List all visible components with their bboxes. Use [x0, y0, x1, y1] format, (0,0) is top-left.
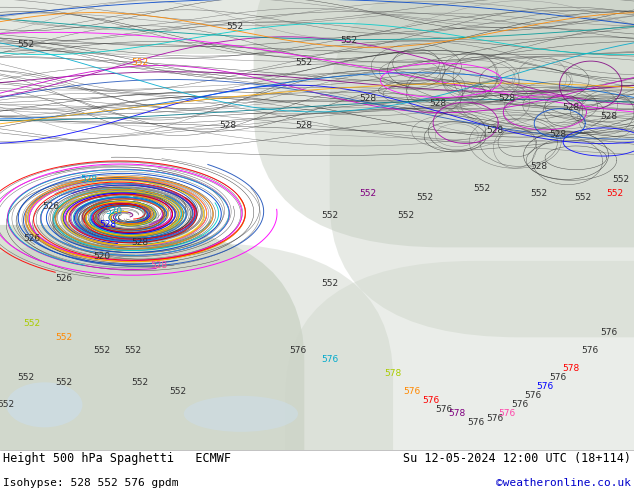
Text: 552: 552	[321, 279, 339, 288]
Text: 528: 528	[131, 239, 148, 247]
Text: 526: 526	[42, 202, 60, 211]
Text: 552: 552	[574, 194, 592, 202]
Text: 576: 576	[321, 355, 339, 365]
Text: 552: 552	[530, 189, 548, 198]
Text: 552: 552	[295, 58, 313, 68]
Text: 528: 528	[219, 122, 237, 130]
Text: 520: 520	[105, 207, 123, 216]
Text: 576: 576	[536, 382, 554, 392]
Text: 528: 528	[562, 103, 579, 113]
Text: 576: 576	[422, 396, 440, 405]
FancyBboxPatch shape	[0, 243, 393, 490]
Text: 552: 552	[131, 58, 148, 68]
Text: 528: 528	[530, 162, 548, 171]
Text: 576: 576	[403, 387, 421, 396]
Text: 528: 528	[486, 126, 503, 135]
Text: 576: 576	[435, 405, 453, 414]
Text: 528: 528	[600, 112, 618, 122]
Text: Height 500 hPa Spaghetti   ECMWF: Height 500 hPa Spaghetti ECMWF	[3, 452, 231, 465]
Text: 526: 526	[23, 234, 41, 243]
FancyBboxPatch shape	[0, 0, 634, 54]
Text: 576: 576	[511, 400, 529, 409]
Text: 552: 552	[359, 189, 377, 198]
Text: 528: 528	[429, 99, 446, 108]
FancyBboxPatch shape	[330, 0, 634, 337]
Text: 578: 578	[384, 369, 402, 378]
Text: 578: 578	[562, 365, 579, 373]
Text: 552: 552	[397, 211, 415, 220]
Text: 552: 552	[55, 378, 72, 387]
Text: 528: 528	[498, 95, 516, 103]
Text: 552: 552	[124, 346, 142, 355]
Text: 576: 576	[486, 414, 503, 423]
Text: 528: 528	[295, 122, 313, 130]
Text: 528: 528	[80, 175, 98, 184]
Text: 576: 576	[289, 346, 307, 355]
FancyBboxPatch shape	[254, 0, 634, 247]
Text: 552: 552	[23, 319, 41, 328]
Text: 526: 526	[55, 274, 72, 283]
Text: 552: 552	[55, 333, 72, 342]
Ellipse shape	[184, 396, 298, 432]
Text: 552: 552	[416, 194, 434, 202]
Text: 576: 576	[549, 373, 567, 382]
Text: 528: 528	[549, 130, 567, 140]
Text: 552: 552	[93, 346, 110, 355]
Text: 552: 552	[340, 36, 358, 45]
Text: 576: 576	[467, 418, 484, 427]
Ellipse shape	[6, 382, 82, 427]
Text: 552: 552	[473, 184, 491, 194]
Text: 528: 528	[359, 95, 377, 103]
Text: 552: 552	[16, 41, 34, 49]
Text: 552: 552	[612, 175, 630, 184]
Text: 576: 576	[600, 328, 618, 338]
Text: ©weatheronline.co.uk: ©weatheronline.co.uk	[496, 478, 631, 488]
Text: 528: 528	[150, 261, 167, 270]
Text: Isohypse: 528 552 576 gpdm: Isohypse: 528 552 576 gpdm	[3, 478, 179, 488]
Text: 552: 552	[131, 378, 148, 387]
Text: 578: 578	[448, 409, 465, 418]
Text: 576: 576	[581, 346, 598, 355]
FancyBboxPatch shape	[285, 261, 634, 490]
Text: 552: 552	[169, 387, 186, 396]
Text: Su 12-05-2024 12:00 UTC (18+114): Su 12-05-2024 12:00 UTC (18+114)	[403, 452, 631, 465]
Text: 552: 552	[16, 373, 34, 382]
Text: 552: 552	[226, 23, 243, 31]
Text: 520: 520	[93, 252, 110, 261]
Text: 552: 552	[606, 189, 624, 198]
Text: 552: 552	[0, 400, 15, 409]
Text: 528: 528	[99, 220, 117, 229]
Text: 576: 576	[524, 392, 541, 400]
Text: 576: 576	[498, 409, 516, 418]
FancyBboxPatch shape	[0, 225, 304, 490]
Text: 552: 552	[321, 211, 339, 220]
